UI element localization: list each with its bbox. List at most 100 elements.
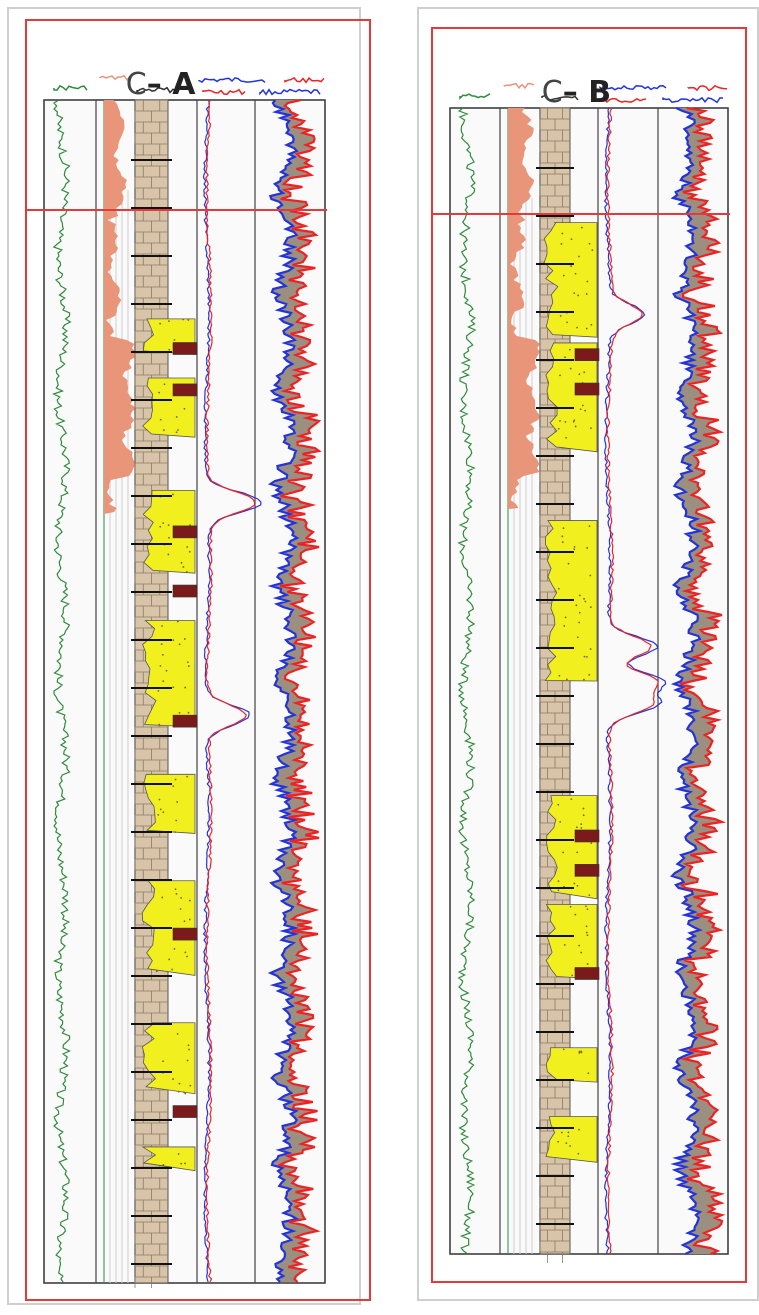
sand-grain-dot [157,689,160,692]
sand-grain-dot [562,274,565,277]
sand-grain-dot [577,294,580,297]
sand-grain-dot [567,562,570,565]
sand-grain-dot [570,238,573,241]
sand-grain-dot [177,429,179,431]
sand-grain-dot [576,851,579,854]
sand-grain-dot [171,968,173,971]
sand-grain-dot [159,418,162,421]
sand-grain-dot [160,643,163,646]
sand-grain-dot [583,598,585,600]
coal-band [574,864,600,877]
sand-grain-dot [162,811,165,814]
sand-grain-dot [589,574,592,577]
sand-grain-dot [580,823,583,826]
sand-grain-dot [174,778,177,781]
sand-grain-dot [176,801,179,803]
sand-grain-dot [186,1059,189,1062]
sand-grain-dot [175,819,178,822]
sand-grain-dot [167,524,170,527]
sand-grain-dot [187,1044,190,1047]
sand-grain-dot [168,320,170,323]
sand-grain-dot [565,436,567,439]
sand-grain-dot [158,798,161,801]
track-header-curve [136,86,177,94]
sand-grain-dot [561,541,564,544]
sand-grain-dot [574,913,577,916]
well-panel-a [7,7,371,1305]
sand-body [545,904,598,980]
sand-grain-dot [567,1131,570,1134]
sand-body [141,1146,196,1172]
sand-grain-dot [562,1048,565,1051]
sand-grain-dot [188,1048,190,1051]
coal-band [574,829,600,843]
sand-grain-dot [180,1162,183,1165]
sand-grain-dot [559,820,562,823]
sand-grain-dot [162,429,165,431]
sand-grain-dot [584,409,587,412]
sand-grain-dot [178,711,181,714]
coal-band [172,927,198,941]
sand-body [142,620,196,728]
sand-grain-dot [162,680,165,683]
sand-grain-dot [172,686,175,689]
coal-band [172,525,198,539]
sand-grain-dot [573,545,576,548]
sand-grain-dot [578,373,581,376]
track-header-curve [662,96,724,104]
sand-grain-dot [557,587,560,590]
sand-grain-dot [561,535,564,538]
sand-grain-dot [186,661,189,664]
sand-grain-dot [185,570,188,573]
sand-grain-dot [172,493,174,496]
sand-grain-dot [585,327,588,330]
sand-grain-dot [572,420,575,423]
sand-grain-dot [184,951,187,954]
sand-grain-dot [563,625,566,627]
coal-band [574,382,600,396]
sand-grain-dot [580,951,583,954]
sand-grain-dot [583,678,585,681]
track-header-curve [503,82,535,90]
sand-grain-dot [563,944,566,946]
sand-grain-dot [580,1050,583,1053]
well-letter-a: A [172,67,196,102]
sand-grain-dot [186,955,188,958]
sand-grain-dot [562,851,565,854]
sand-body [545,342,598,453]
sand-grain-dot [566,321,568,324]
sand-grain-dot [566,678,568,681]
sand-grain-dot [589,606,592,609]
track-header-curve [284,76,325,84]
neutron-curve [267,99,301,1283]
sand-grain-dot [175,431,178,434]
well-title-b: C– B [500,40,611,145]
sand-grain-dot [561,232,564,235]
sand-grain-dot [178,1082,181,1085]
sand-body [545,1047,598,1083]
sand-grain-dot [557,1140,560,1143]
sand-grain-dot [177,1090,180,1093]
sand-grain-dot [559,315,562,317]
sand-grain-dot [184,686,187,689]
title-dash-b: – [562,75,578,110]
sand-grain-dot [576,884,579,887]
sand-grain-dot [578,1051,581,1054]
sand-grain-dot [582,814,585,817]
well-prefix-b: C [541,75,563,110]
sand-grain-dot [574,272,577,275]
sand-grain-dot [186,775,189,778]
coal-band [574,348,600,361]
sand-grain-dot [184,1162,186,1165]
sand-grain-dot [172,1078,174,1080]
sand-grain-dot [564,356,566,359]
sand-grain-dot [580,827,583,829]
sand-grain-dot [174,888,177,891]
track-header-curve [53,84,88,92]
gamma-ray-curve [457,107,477,1255]
well-letter-b: B [588,75,612,110]
sand-grain-dot [173,948,176,950]
shale-volume-fill [104,100,138,515]
sand-grain-dot [585,293,588,295]
